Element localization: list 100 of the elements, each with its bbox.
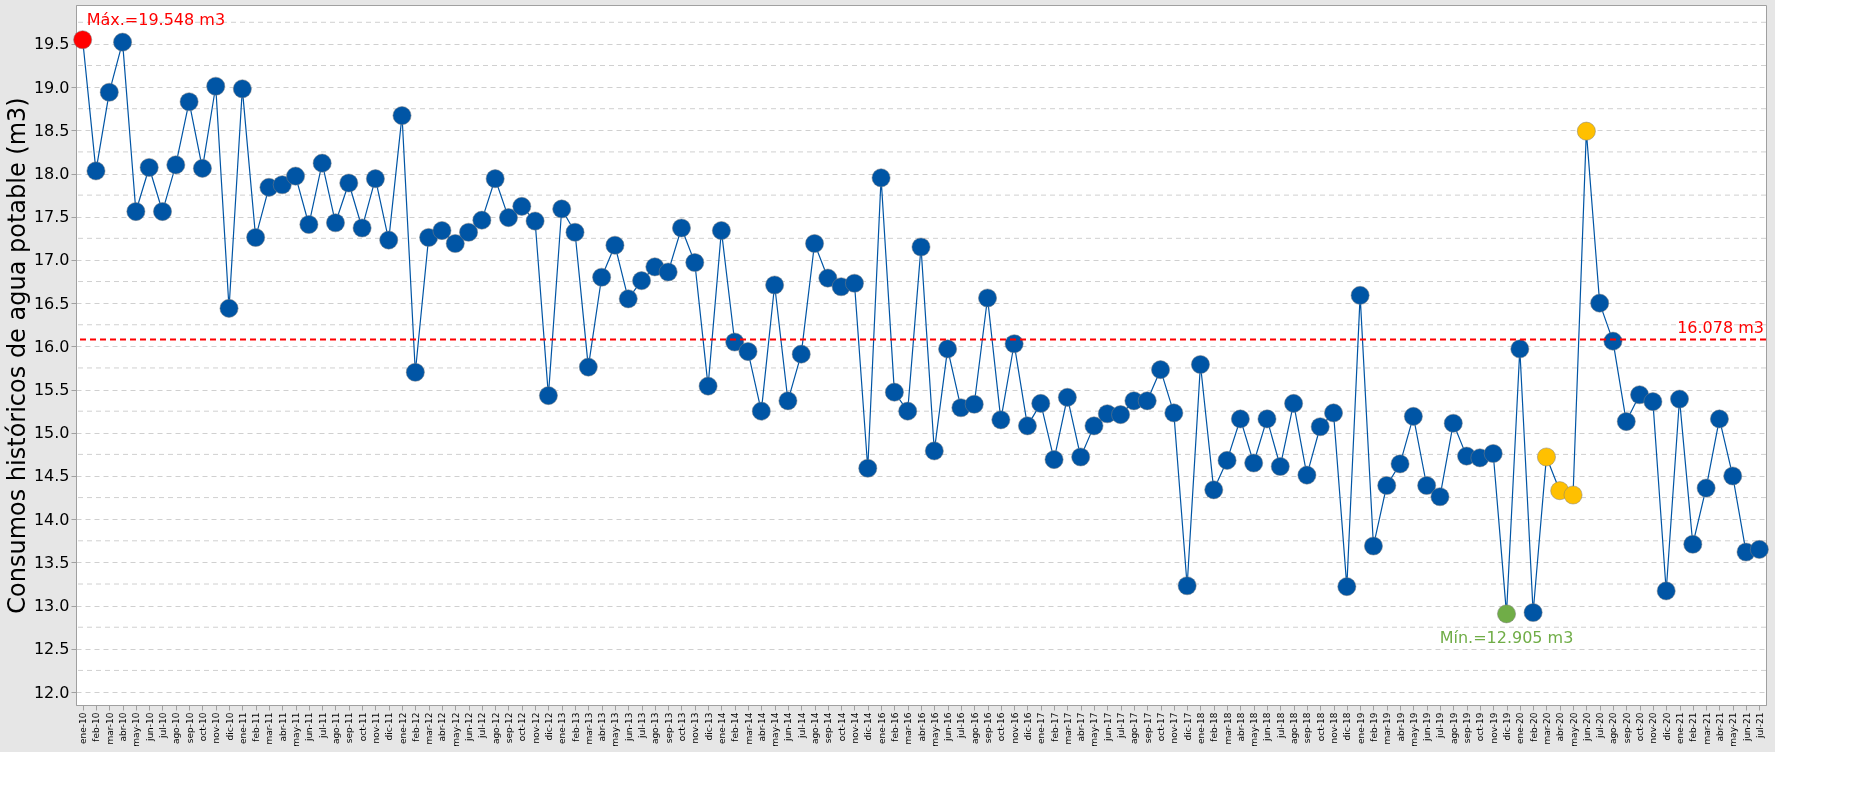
- x-tick-label: jun-11: [304, 712, 315, 743]
- x-tick-label: mar-10: [104, 712, 115, 745]
- x-tick-label: jun-10: [144, 712, 155, 743]
- x-tick-label: mar-20: [1541, 712, 1552, 745]
- x-tick-label: ago-14: [810, 712, 821, 745]
- x-tick-label: sep-19: [1462, 712, 1473, 744]
- x-tick-label: may-17: [1089, 712, 1100, 747]
- y-tick-label: 12.5: [33, 639, 70, 659]
- x-tick-label: dic-16: [1022, 712, 1033, 741]
- x-tick-label: abr-13: [597, 712, 608, 742]
- x-tick-label: nov-20: [1648, 712, 1659, 744]
- y-tick-label: 14.5: [33, 466, 70, 486]
- x-tick-label: abr-21: [1714, 712, 1725, 742]
- x-tick-label: feb-17: [1049, 712, 1060, 742]
- x-tick-label: oct-10: [197, 712, 208, 742]
- x-tick-label: mar-19: [1382, 712, 1393, 745]
- x-tick-label: ago-20: [1608, 712, 1619, 745]
- x-tick-label: nov-19: [1488, 712, 1499, 744]
- x-tick-label: ene-11: [237, 712, 248, 744]
- x-tick-label: jul-21: [1754, 712, 1765, 739]
- y-tick-label: 19.5: [33, 34, 70, 54]
- x-tick-label: may-13: [610, 712, 621, 747]
- x-tick-label: mar-11: [264, 712, 275, 745]
- y-tick-label: 16.0: [33, 336, 70, 356]
- x-tick-label: feb-18: [1209, 712, 1220, 742]
- x-tick-label: dic-14: [863, 712, 874, 741]
- x-tick-label: abr-16: [916, 712, 927, 742]
- x-tick-label: oct-12: [517, 712, 528, 742]
- x-tick-label: feb-20: [1528, 712, 1539, 742]
- x-tick-label: jun-21: [1741, 712, 1752, 743]
- x-tick-label: ene-17: [1036, 712, 1047, 744]
- x-tick-label: ene-13: [557, 712, 568, 744]
- x-tick-label: abr-18: [1235, 712, 1246, 742]
- x-tick-label: jul-17: [1116, 712, 1127, 739]
- x-tick-label: ene-19: [1355, 712, 1366, 744]
- x-tick-label: oct-13: [676, 712, 687, 742]
- x-tick-label: sep-13: [663, 712, 674, 744]
- x-tick-label: nov-16: [1009, 712, 1020, 744]
- x-tick-label: jul-20: [1595, 712, 1606, 739]
- x-tick-label: ene-20: [1515, 712, 1526, 744]
- annotation: Máx.=19.548 m3: [86, 9, 226, 29]
- x-tick-label: feb-13: [570, 712, 581, 742]
- x-tick-label: oct-20: [1635, 712, 1646, 742]
- x-tick-label: ene-16: [876, 712, 887, 744]
- y-tick-label: 12.0: [33, 682, 70, 702]
- x-tick-label: ago-12: [490, 712, 501, 745]
- x-tick-label: jun-13: [623, 712, 634, 743]
- x-tick-label: jun-16: [943, 712, 954, 743]
- x-tick-label: jul-11: [317, 712, 328, 739]
- x-tick-label: dic-17: [1182, 712, 1193, 741]
- x-tick-label: feb-11: [251, 712, 262, 742]
- x-tick-label: feb-19: [1368, 712, 1379, 742]
- x-tick-label: ago-19: [1448, 712, 1459, 745]
- x-tick-label: may-18: [1249, 712, 1260, 747]
- x-tick-label: jul-19: [1435, 712, 1446, 739]
- x-tick-label: mar-21: [1701, 712, 1712, 745]
- x-tick-label: dic-13: [703, 712, 714, 741]
- x-tick-label: feb-14: [730, 712, 741, 742]
- x-tick-label: jun-20: [1581, 712, 1592, 743]
- y-tick-label: 18.5: [33, 120, 70, 140]
- x-tick-label: abr-17: [1076, 712, 1087, 742]
- x-tick-label: oct-11: [357, 712, 368, 742]
- x-tick-label: jun-19: [1422, 712, 1433, 743]
- x-tick-label: sep-20: [1621, 712, 1632, 744]
- y-tick-label: 13.0: [33, 596, 70, 616]
- x-tick-label: nov-18: [1329, 712, 1340, 744]
- x-tick-label: sep-14: [823, 712, 834, 744]
- x-tick-label: sep-17: [1142, 712, 1153, 744]
- x-tick-label: mar-18: [1222, 712, 1233, 745]
- x-tick-label: dic-12: [543, 712, 554, 741]
- x-tick-label: sep-18: [1302, 712, 1313, 744]
- x-tick-label: dic-18: [1342, 712, 1353, 741]
- x-tick-label: jul-10: [158, 712, 168, 739]
- x-tick-label: oct-14: [836, 712, 847, 742]
- ref-line-label: 16.078 m3: [1677, 317, 1764, 337]
- x-tick-label: mar-12: [424, 712, 435, 745]
- x-tick-label: abr-19: [1395, 712, 1406, 742]
- x-tick-label: jul-18: [1275, 712, 1286, 739]
- x-tick-label: sep-12: [503, 712, 514, 744]
- x-tick-label: abr-14: [756, 712, 767, 742]
- x-tick-label: may-11: [291, 712, 302, 747]
- x-tick-label: oct-18: [1315, 712, 1326, 742]
- x-tick-label: sep-11: [344, 712, 355, 744]
- x-tick-label: may-16: [929, 712, 940, 747]
- x-tick-label: abr-11: [277, 712, 288, 742]
- y-tick-label: 14.0: [33, 509, 70, 529]
- x-tick-label: jun-14: [783, 712, 794, 743]
- x-tick-label: jul-16: [956, 712, 967, 739]
- x-tick-label: feb-10: [91, 712, 102, 742]
- x-tick-label: feb-12: [410, 712, 421, 742]
- x-tick-label: mar-17: [1062, 712, 1073, 745]
- x-tick-label: jul-14: [796, 712, 807, 739]
- x-tick-label: ene-12: [397, 712, 408, 744]
- x-tick-label: ene-14: [716, 712, 727, 744]
- y-tick-label: 13.5: [33, 552, 70, 572]
- x-tick-label: may-20: [1568, 712, 1579, 747]
- y-tick-label: 15.0: [33, 423, 70, 443]
- x-tick-label: ago-10: [171, 712, 182, 745]
- y-tick-label: 18.0: [33, 164, 70, 184]
- x-tick-label: may-12: [450, 712, 461, 747]
